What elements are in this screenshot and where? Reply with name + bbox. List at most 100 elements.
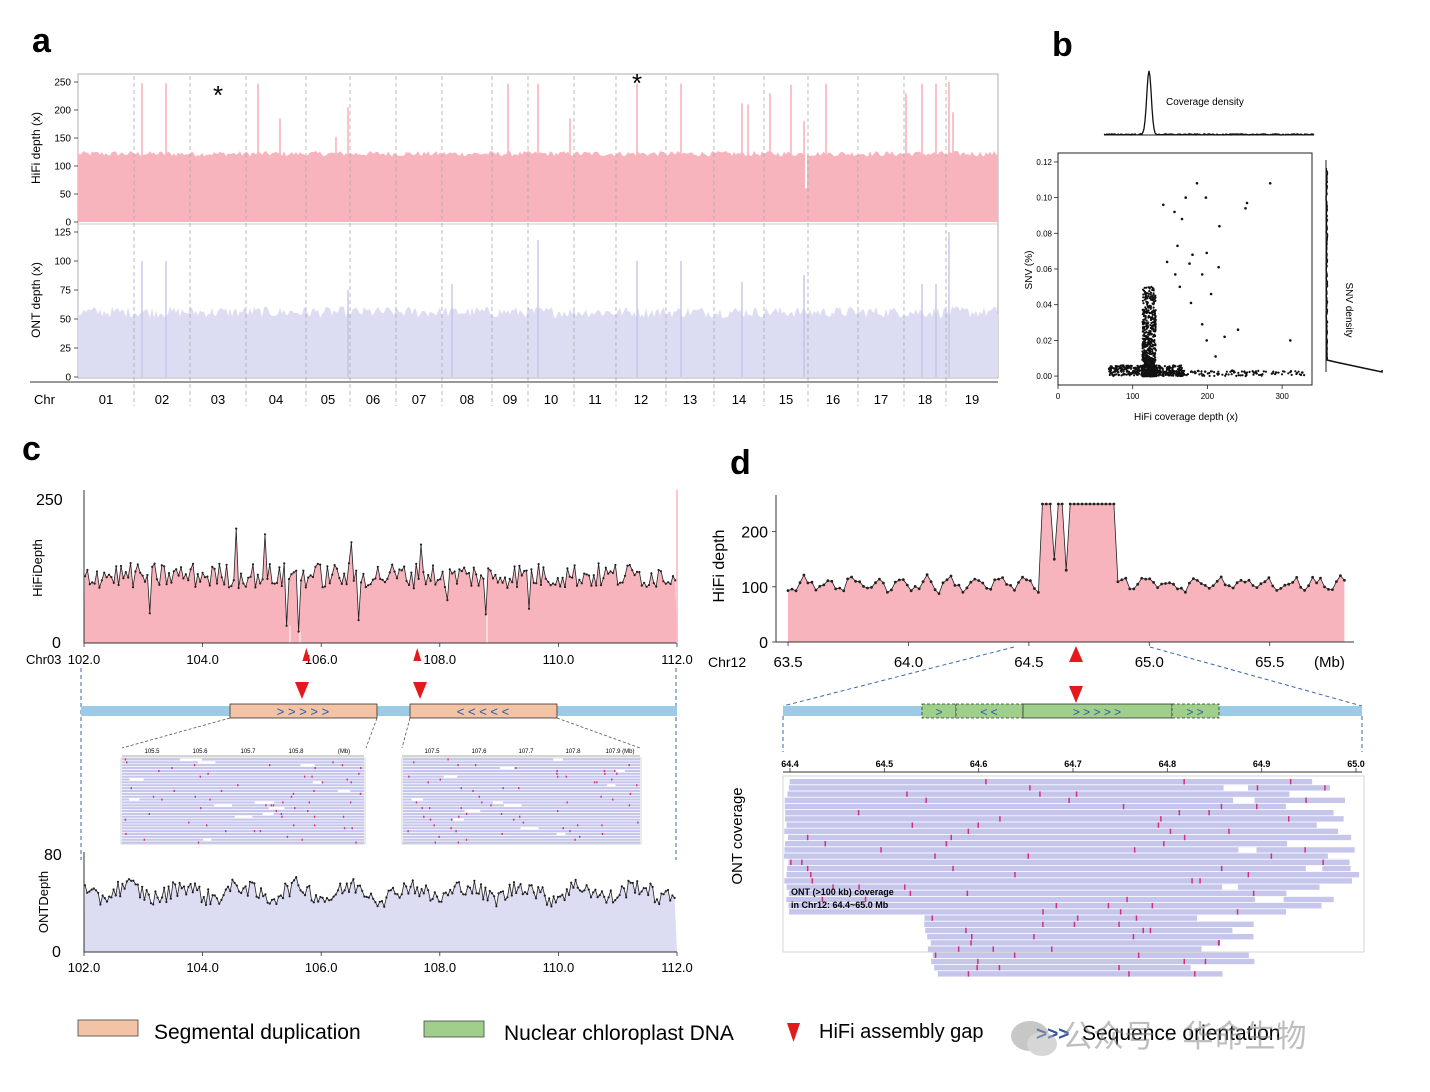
depth-point [534, 897, 538, 900]
depth-point [786, 589, 790, 592]
x-tick-label: 104.0 [186, 960, 219, 975]
mismatch [1029, 785, 1031, 791]
mismatch [474, 764, 477, 767]
depth-point [88, 583, 91, 586]
mismatch [311, 775, 313, 778]
scatter-point [1143, 365, 1146, 368]
read-gap [262, 812, 274, 815]
read [122, 758, 364, 761]
depth-point [484, 886, 487, 889]
x-tick-label: 200 [1201, 392, 1215, 401]
panel-label-a: a [32, 22, 52, 60]
read-gap [313, 781, 322, 784]
depth-point [465, 572, 468, 575]
depth-point [266, 577, 269, 581]
read [122, 810, 364, 813]
depth-point [237, 890, 241, 893]
depth-point [1227, 584, 1231, 588]
depth-point [671, 575, 675, 578]
mismatch [421, 807, 423, 810]
depth-point [194, 585, 197, 588]
c-seg-dup-left [229, 703, 378, 719]
scatter-frame [1057, 152, 1313, 386]
c-hifi-points [83, 527, 677, 633]
zoom-tick-label: 107.8 [565, 749, 581, 755]
read [403, 784, 640, 787]
read [403, 769, 640, 772]
mismatch [950, 834, 952, 841]
depth-point [223, 583, 226, 586]
depth-point [523, 569, 526, 573]
scatter-point [1107, 367, 1110, 371]
scatter-point [1129, 365, 1133, 368]
depth-point [409, 885, 412, 888]
chromosome-label: 03 [211, 392, 225, 407]
depth-point [611, 901, 615, 904]
c-hifi-area [84, 528, 677, 643]
mismatch [286, 835, 289, 838]
scatter-point [1148, 360, 1151, 363]
depth-point [160, 564, 163, 567]
scatter-point [1143, 340, 1146, 343]
mismatch [628, 764, 630, 767]
depth-point [590, 584, 593, 587]
depth-point [189, 882, 192, 886]
depth-point [240, 891, 243, 895]
depth-point [242, 582, 245, 585]
mismatch [349, 801, 352, 804]
scatter-point [1151, 352, 1154, 355]
depth-point [132, 879, 135, 882]
scatter-point [1205, 339, 1208, 342]
depth-point [405, 885, 408, 888]
read-gap [234, 815, 253, 818]
y-tick-label: 25 [60, 344, 72, 355]
x-tick-label: 112.0 [661, 960, 693, 975]
depth-point [1311, 575, 1314, 579]
depth-point [1223, 583, 1227, 587]
scatter-point [1159, 371, 1162, 374]
depth-point [1052, 557, 1056, 561]
depth-point [134, 570, 137, 573]
depth-point [484, 613, 487, 616]
scatter-point [1157, 374, 1160, 377]
mismatch [460, 807, 462, 810]
mismatch [998, 965, 1001, 971]
y-tick-label: 75 [60, 286, 72, 297]
depth-point [802, 573, 806, 577]
scatter-point [1146, 366, 1149, 370]
depth-point [609, 570, 612, 573]
read [403, 810, 640, 813]
mismatch [465, 812, 468, 815]
mismatch [934, 853, 936, 859]
scatter-point [1209, 292, 1213, 296]
depth-point [278, 566, 281, 569]
depth-point [196, 889, 199, 892]
depth-point [537, 886, 540, 889]
c-zoom-right-axis: 107.5 107.6 107.7 107.8 107.9 (Mb) [402, 749, 640, 757]
mismatch [1075, 791, 1078, 797]
mismatch [1051, 946, 1053, 952]
depth-point [127, 576, 130, 579]
depth-point [369, 583, 372, 586]
mismatch [332, 761, 334, 764]
scatter-point [1152, 293, 1155, 296]
depth-point [464, 893, 467, 896]
scatter-point [1185, 374, 1188, 377]
depth-point [1192, 577, 1195, 580]
scatter-point [1268, 182, 1272, 185]
read [403, 758, 640, 761]
scatter-point [1129, 372, 1132, 375]
depth-point [475, 573, 478, 576]
scatter-point [1143, 332, 1146, 335]
y-tick-label: 100 [54, 162, 71, 173]
scatter-point [1230, 369, 1234, 373]
depth-point [446, 894, 450, 897]
depth-point [354, 891, 357, 894]
mismatch [408, 775, 410, 778]
d-ont-ticks: 64.4 64.5 64.6 64.7 64.8 64.9 65.0 [781, 759, 1365, 772]
mismatch [282, 801, 284, 804]
depth-point [563, 898, 566, 902]
depth-point [372, 897, 375, 900]
depth-point [311, 575, 315, 579]
depth-point [139, 571, 142, 574]
